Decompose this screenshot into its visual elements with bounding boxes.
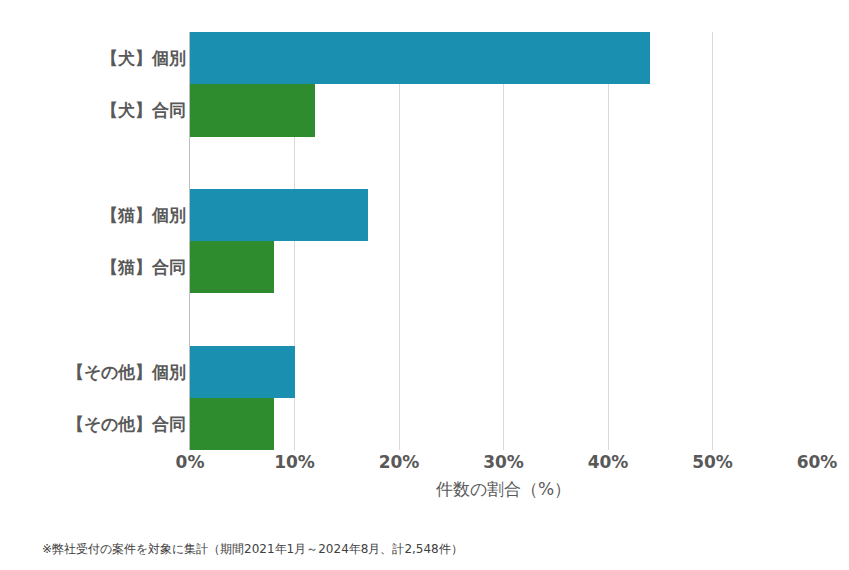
svg-text:【その他】個別: 【その他】個別	[67, 362, 186, 382]
svg-text:50%: 50%	[692, 452, 733, 472]
svg-text:10%: 10%	[274, 452, 315, 472]
svg-text:※弊社受付の案件を対象に集計（期間2021年1月～2024年: ※弊社受付の案件を対象に集計（期間2021年1月～2024年8月、計2,548件…	[42, 542, 463, 556]
svg-text:【猫】個別: 【猫】個別	[101, 205, 186, 225]
svg-text:【犬】個別: 【犬】個別	[101, 48, 186, 68]
svg-text:20%: 20%	[379, 452, 420, 472]
svg-text:30%: 30%	[483, 452, 524, 472]
svg-text:40%: 40%	[588, 452, 629, 472]
svg-text:0%: 0%	[176, 452, 205, 472]
svg-text:【猫】合同: 【猫】合同	[101, 257, 186, 277]
svg-text:件数の割合（%）: 件数の割合（%）	[436, 479, 571, 499]
svg-text:【犬】合同: 【犬】合同	[101, 100, 186, 120]
svg-text:【その他】合同: 【その他】合同	[67, 414, 186, 434]
svg-text:60%: 60%	[797, 452, 838, 472]
